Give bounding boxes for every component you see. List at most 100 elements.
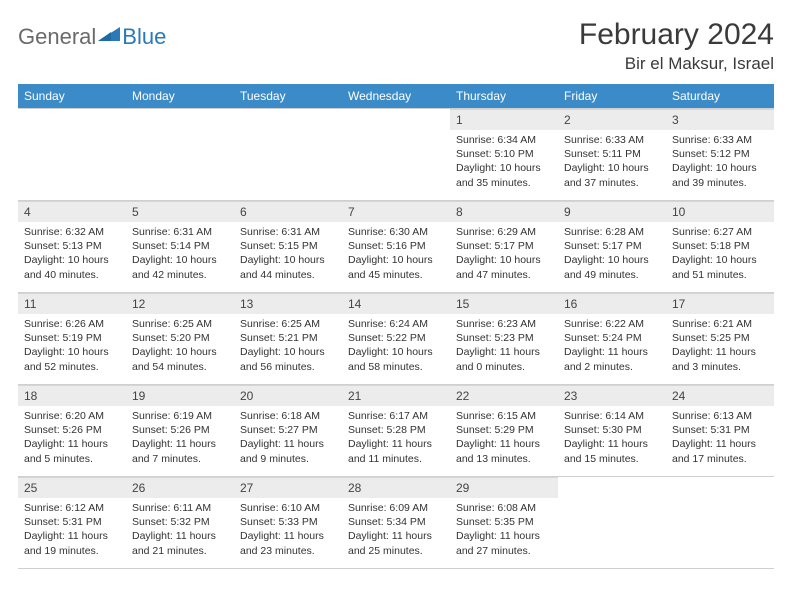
day-details: Sunrise: 6:17 AMSunset: 5:28 PMDaylight:… (342, 406, 450, 470)
day-number: 20 (234, 385, 342, 406)
calendar-cell: 15Sunrise: 6:23 AMSunset: 5:23 PMDayligh… (450, 293, 558, 385)
day-header: Saturday (666, 84, 774, 109)
calendar-cell: .. (666, 477, 774, 569)
day-details: Sunrise: 6:33 AMSunset: 5:12 PMDaylight:… (666, 130, 774, 194)
day-details: Sunrise: 6:23 AMSunset: 5:23 PMDaylight:… (450, 314, 558, 378)
calendar-cell: 8Sunrise: 6:29 AMSunset: 5:17 PMDaylight… (450, 201, 558, 293)
calendar-week-row: 18Sunrise: 6:20 AMSunset: 5:26 PMDayligh… (18, 385, 774, 477)
day-number: 8 (450, 201, 558, 222)
calendar-cell: 18Sunrise: 6:20 AMSunset: 5:26 PMDayligh… (18, 385, 126, 477)
day-number: 27 (234, 477, 342, 498)
day-details: Sunrise: 6:28 AMSunset: 5:17 PMDaylight:… (558, 222, 666, 286)
day-number: 4 (18, 201, 126, 222)
day-number: 21 (342, 385, 450, 406)
header: General Blue February 2024 Bir el Maksur… (18, 18, 774, 74)
day-details: Sunrise: 6:11 AMSunset: 5:32 PMDaylight:… (126, 498, 234, 562)
day-number: 22 (450, 385, 558, 406)
calendar-cell: 22Sunrise: 6:15 AMSunset: 5:29 PMDayligh… (450, 385, 558, 477)
day-header: Wednesday (342, 84, 450, 109)
day-number: 23 (558, 385, 666, 406)
calendar-cell: 5Sunrise: 6:31 AMSunset: 5:14 PMDaylight… (126, 201, 234, 293)
calendar-cell: 9Sunrise: 6:28 AMSunset: 5:17 PMDaylight… (558, 201, 666, 293)
calendar-body: ........ 1Sunrise: 6:34 AMSunset: 5:10 PM… (18, 109, 774, 569)
calendar-cell: 27Sunrise: 6:10 AMSunset: 5:33 PMDayligh… (234, 477, 342, 569)
day-number: 10 (666, 201, 774, 222)
day-header: Monday (126, 84, 234, 109)
day-details: Sunrise: 6:18 AMSunset: 5:27 PMDaylight:… (234, 406, 342, 470)
calendar-cell: 17Sunrise: 6:21 AMSunset: 5:25 PMDayligh… (666, 293, 774, 385)
day-details: Sunrise: 6:08 AMSunset: 5:35 PMDaylight:… (450, 498, 558, 562)
calendar-cell: 1Sunrise: 6:34 AMSunset: 5:10 PMDaylight… (450, 109, 558, 201)
calendar-cell: 14Sunrise: 6:24 AMSunset: 5:22 PMDayligh… (342, 293, 450, 385)
calendar-cell: 2Sunrise: 6:33 AMSunset: 5:11 PMDaylight… (558, 109, 666, 201)
day-details: Sunrise: 6:25 AMSunset: 5:21 PMDaylight:… (234, 314, 342, 378)
day-header: Friday (558, 84, 666, 109)
calendar-cell: .. (234, 109, 342, 201)
day-details: Sunrise: 6:27 AMSunset: 5:18 PMDaylight:… (666, 222, 774, 286)
title-block: February 2024 Bir el Maksur, Israel (579, 18, 774, 74)
calendar-week-row: 4Sunrise: 6:32 AMSunset: 5:13 PMDaylight… (18, 201, 774, 293)
day-number: 16 (558, 293, 666, 314)
calendar-cell: 4Sunrise: 6:32 AMSunset: 5:13 PMDaylight… (18, 201, 126, 293)
calendar-cell: 6Sunrise: 6:31 AMSunset: 5:15 PMDaylight… (234, 201, 342, 293)
day-number: 2 (558, 109, 666, 130)
day-details: Sunrise: 6:31 AMSunset: 5:14 PMDaylight:… (126, 222, 234, 286)
calendar-table: Sunday Monday Tuesday Wednesday Thursday… (18, 84, 774, 569)
day-details: Sunrise: 6:24 AMSunset: 5:22 PMDaylight:… (342, 314, 450, 378)
calendar-cell: 12Sunrise: 6:25 AMSunset: 5:20 PMDayligh… (126, 293, 234, 385)
location: Bir el Maksur, Israel (579, 54, 774, 74)
calendar-cell: .. (126, 109, 234, 201)
calendar-cell: 11Sunrise: 6:26 AMSunset: 5:19 PMDayligh… (18, 293, 126, 385)
day-number: 15 (450, 293, 558, 314)
calendar-cell: .. (18, 109, 126, 201)
calendar-cell: 13Sunrise: 6:25 AMSunset: 5:21 PMDayligh… (234, 293, 342, 385)
day-number: 14 (342, 293, 450, 314)
day-number: 18 (18, 385, 126, 406)
day-details: Sunrise: 6:19 AMSunset: 5:26 PMDaylight:… (126, 406, 234, 470)
calendar-week-row: 25Sunrise: 6:12 AMSunset: 5:31 PMDayligh… (18, 477, 774, 569)
brand-logo: General Blue (18, 18, 166, 50)
day-number: 24 (666, 385, 774, 406)
day-details: Sunrise: 6:31 AMSunset: 5:15 PMDaylight:… (234, 222, 342, 286)
calendar-cell: 19Sunrise: 6:19 AMSunset: 5:26 PMDayligh… (126, 385, 234, 477)
day-details: Sunrise: 6:34 AMSunset: 5:10 PMDaylight:… (450, 130, 558, 194)
calendar-week-row: ........1Sunrise: 6:34 AMSunset: 5:10 PM… (18, 109, 774, 201)
day-details: Sunrise: 6:33 AMSunset: 5:11 PMDaylight:… (558, 130, 666, 194)
calendar-cell: 10Sunrise: 6:27 AMSunset: 5:18 PMDayligh… (666, 201, 774, 293)
calendar-cell: 20Sunrise: 6:18 AMSunset: 5:27 PMDayligh… (234, 385, 342, 477)
day-details: Sunrise: 6:32 AMSunset: 5:13 PMDaylight:… (18, 222, 126, 286)
day-details: Sunrise: 6:13 AMSunset: 5:31 PMDaylight:… (666, 406, 774, 470)
day-details: Sunrise: 6:29 AMSunset: 5:17 PMDaylight:… (450, 222, 558, 286)
day-number: 19 (126, 385, 234, 406)
day-header: Tuesday (234, 84, 342, 109)
calendar-cell: 24Sunrise: 6:13 AMSunset: 5:31 PMDayligh… (666, 385, 774, 477)
day-number: 28 (342, 477, 450, 498)
day-details: Sunrise: 6:10 AMSunset: 5:33 PMDaylight:… (234, 498, 342, 562)
day-number: 17 (666, 293, 774, 314)
calendar-cell: 26Sunrise: 6:11 AMSunset: 5:32 PMDayligh… (126, 477, 234, 569)
day-details: Sunrise: 6:26 AMSunset: 5:19 PMDaylight:… (18, 314, 126, 378)
calendar-cell: 21Sunrise: 6:17 AMSunset: 5:28 PMDayligh… (342, 385, 450, 477)
day-number: 1 (450, 109, 558, 130)
calendar-week-row: 11Sunrise: 6:26 AMSunset: 5:19 PMDayligh… (18, 293, 774, 385)
day-number: 13 (234, 293, 342, 314)
day-number: 25 (18, 477, 126, 498)
calendar-cell: 25Sunrise: 6:12 AMSunset: 5:31 PMDayligh… (18, 477, 126, 569)
day-details: Sunrise: 6:21 AMSunset: 5:25 PMDaylight:… (666, 314, 774, 378)
calendar-cell: 3Sunrise: 6:33 AMSunset: 5:12 PMDaylight… (666, 109, 774, 201)
day-number: 12 (126, 293, 234, 314)
day-number: 29 (450, 477, 558, 498)
day-details: Sunrise: 6:15 AMSunset: 5:29 PMDaylight:… (450, 406, 558, 470)
day-number: 26 (126, 477, 234, 498)
day-header: Sunday (18, 84, 126, 109)
calendar-cell: 28Sunrise: 6:09 AMSunset: 5:34 PMDayligh… (342, 477, 450, 569)
day-header-row: Sunday Monday Tuesday Wednesday Thursday… (18, 84, 774, 109)
day-header: Thursday (450, 84, 558, 109)
day-number: 11 (18, 293, 126, 314)
calendar-cell: .. (558, 477, 666, 569)
calendar-cell: 29Sunrise: 6:08 AMSunset: 5:35 PMDayligh… (450, 477, 558, 569)
day-details: Sunrise: 6:22 AMSunset: 5:24 PMDaylight:… (558, 314, 666, 378)
day-details: Sunrise: 6:25 AMSunset: 5:20 PMDaylight:… (126, 314, 234, 378)
day-details: Sunrise: 6:20 AMSunset: 5:26 PMDaylight:… (18, 406, 126, 470)
day-number: 3 (666, 109, 774, 130)
